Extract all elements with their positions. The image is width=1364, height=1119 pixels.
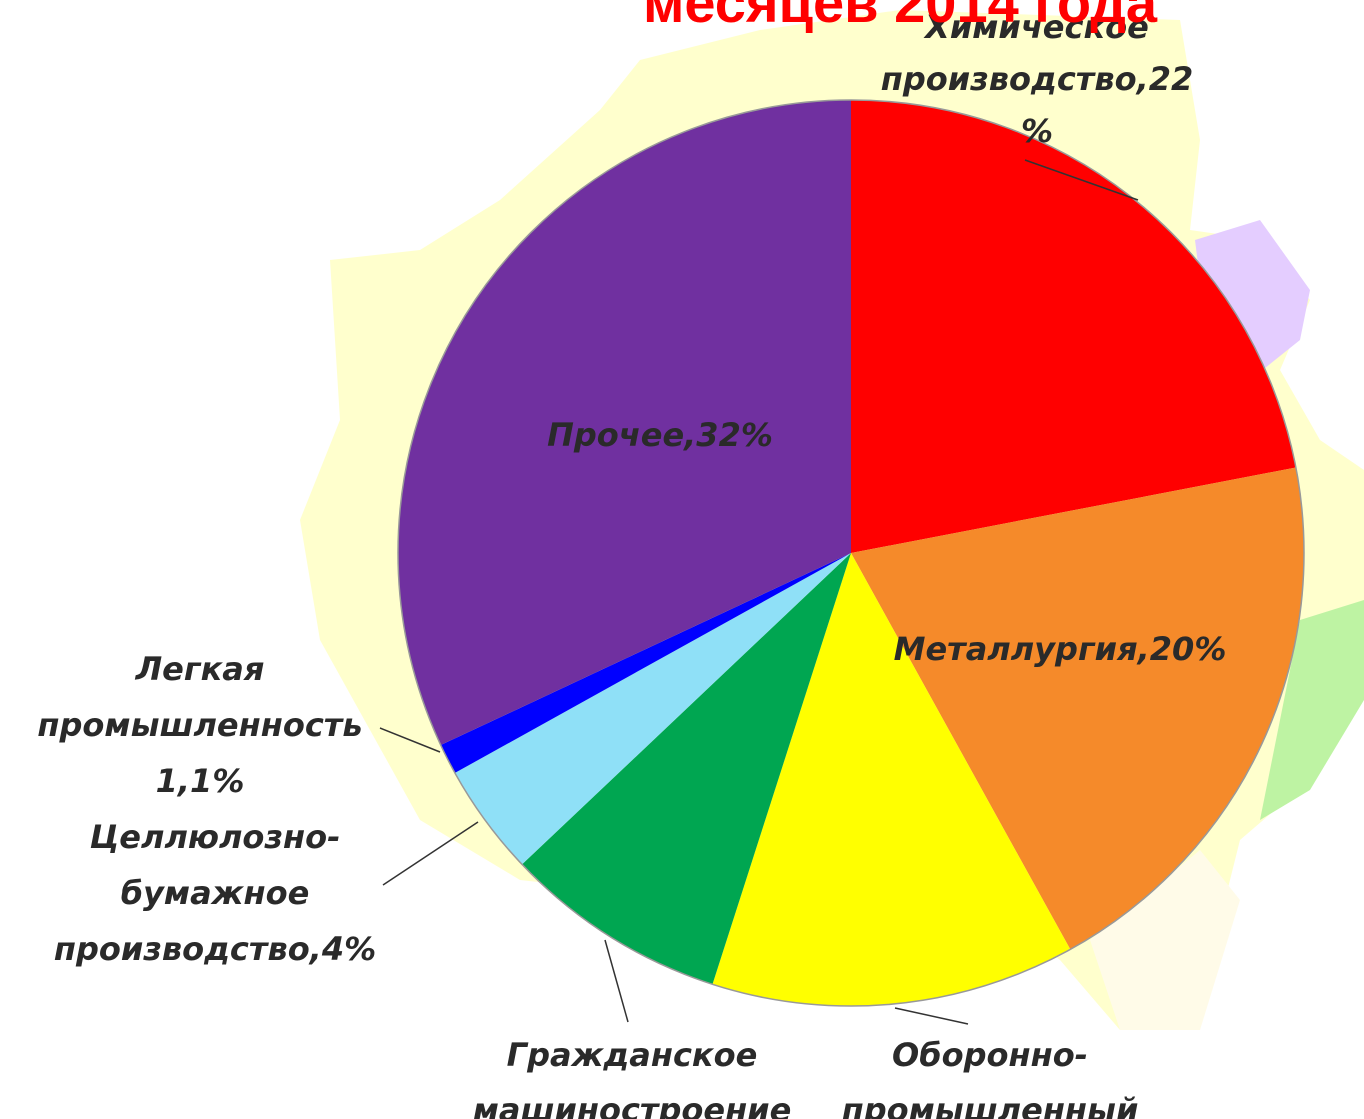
slice-label: промышленность (37, 706, 362, 744)
pie-slice (397, 100, 851, 746)
leader-line (894, 1007, 969, 1025)
slice-label: машиностроение (473, 1091, 792, 1119)
slice-label: бумажное (121, 874, 310, 912)
slice-label: Прочее,32% (547, 416, 773, 454)
pie-slice (522, 553, 851, 985)
pie-outline (397, 99, 1305, 1007)
pie-slice (712, 553, 1071, 1007)
leader-line (379, 727, 441, 753)
slice-label: Легкая (135, 650, 265, 688)
slice-label: Химическое (923, 8, 1149, 46)
map-region (1090, 850, 1240, 1030)
slice-label: Металлургия,20% (894, 630, 1227, 668)
labels: Химическое производство,22% Металлургия,20… (37, 8, 1226, 1119)
pie-slice (440, 553, 851, 773)
pie-slice (851, 100, 1296, 553)
slice-label: Гражданское (507, 1036, 758, 1074)
slice-label: производство,22 (881, 60, 1194, 98)
slice-label: 1,1% (156, 762, 245, 800)
slice-label: Целлюлозно- (90, 818, 341, 856)
slice-label: производство,4% (54, 930, 376, 968)
chart-title: месяцев 2014 года (643, 0, 1158, 34)
pie-slice (851, 467, 1304, 950)
slice-label: % (1021, 112, 1053, 150)
pie (397, 99, 1305, 1007)
leader-line (604, 939, 629, 1023)
leader-line (1024, 159, 1139, 201)
slice-label: Оборонно- (892, 1036, 1088, 1074)
slice-label: промышленный (842, 1091, 1139, 1119)
leader-line (382, 821, 479, 886)
pie-slice (454, 553, 851, 865)
leaders (379, 159, 1139, 1025)
map-region (1260, 600, 1364, 820)
